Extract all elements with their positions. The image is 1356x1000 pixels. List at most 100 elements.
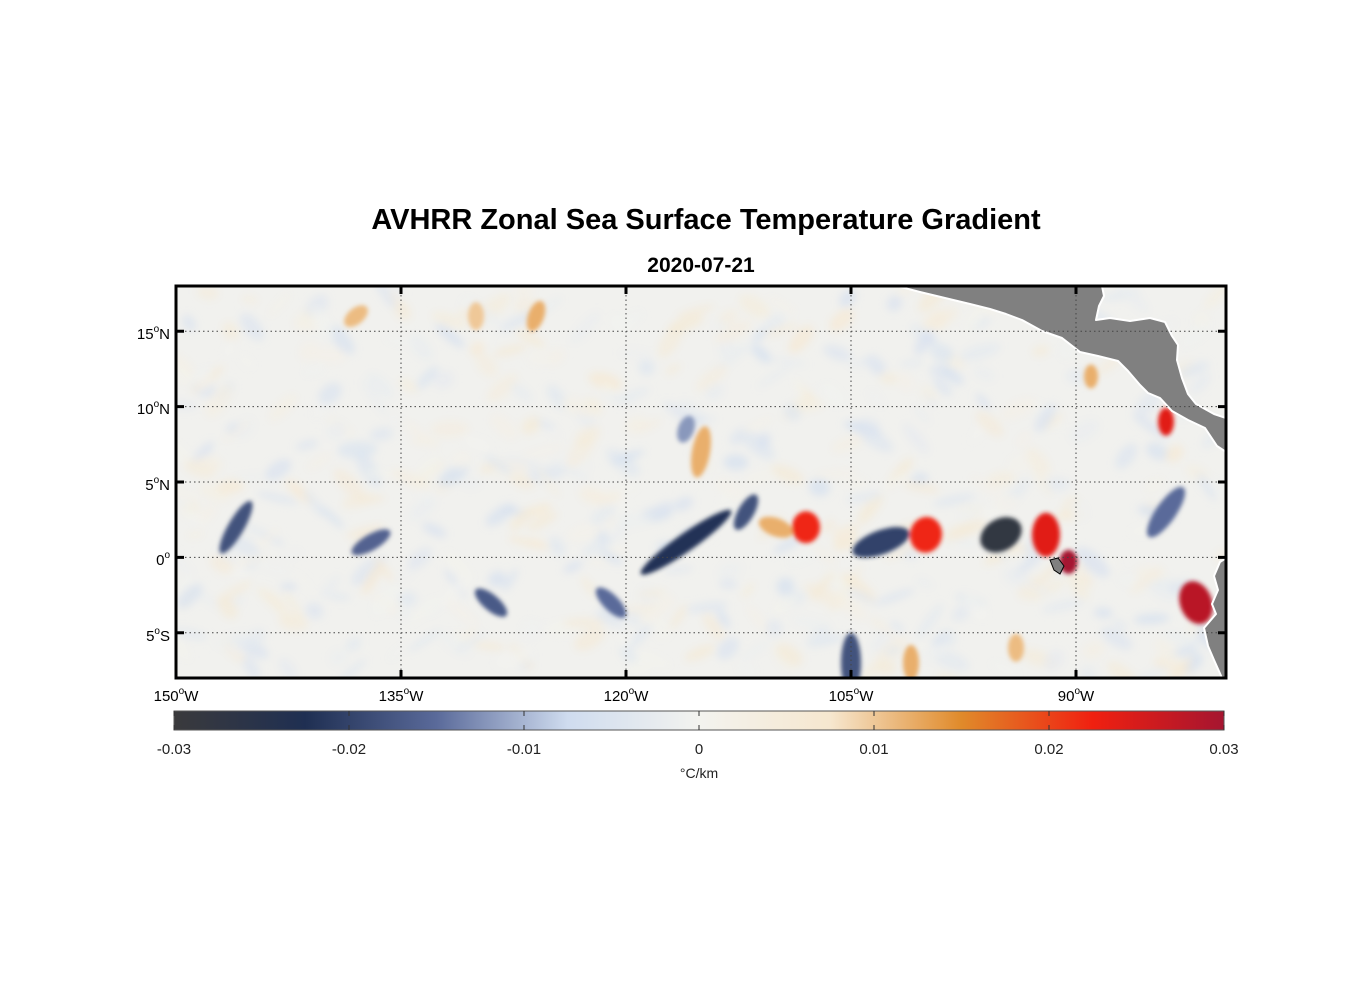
gradient-texture-blob: [526, 349, 554, 365]
gradient-texture-blob: [903, 481, 940, 494]
gradient-texture-blob: [1043, 649, 1064, 671]
gradient-texture-blob: [1193, 311, 1210, 328]
gradient-texture-blob: [665, 363, 681, 376]
gradient-texture-blob: [741, 582, 755, 599]
gradient-texture-blob: [989, 661, 1021, 677]
gradient-texture-blob: [590, 504, 616, 526]
gradient-texture-blob: [746, 605, 771, 635]
gradient-texture-blob: [941, 366, 964, 385]
gradient-texture-blob: [831, 434, 866, 453]
gradient-texture-blob: [719, 344, 757, 357]
gradient-texture-blob: [513, 286, 535, 298]
gradient-texture-blob: [228, 646, 246, 656]
gradient-texture-blob: [462, 436, 493, 452]
gradient-texture-blob: [776, 643, 803, 667]
gradient-texture-blob: [598, 549, 624, 565]
gradient-feature: [852, 527, 910, 558]
gradient-texture-blob: [639, 595, 675, 624]
gradient-texture-blob: [197, 286, 219, 300]
colorbar: -0.03 -0.02 -0.01 0 0.01 0.02 0.03 °C/km: [157, 710, 1239, 781]
gradient-texture-blob: [361, 563, 383, 595]
gradient-texture-blob: [770, 464, 805, 484]
gradient-texture-blob: [430, 420, 470, 438]
gradient-texture-blob: [914, 329, 935, 355]
gradient-texture-blob: [715, 478, 747, 501]
gradient-texture-blob: [216, 479, 245, 495]
gradient-texture-blob: [384, 335, 415, 346]
gradient-texture-blob: [490, 414, 518, 440]
gradient-texture-blob: [619, 647, 639, 664]
gradient-texture-blob: [606, 448, 640, 477]
gradient-texture-blob: [196, 455, 223, 472]
gradient-texture-blob: [684, 644, 716, 662]
lat-tick-label: 15oN: [137, 324, 170, 343]
gradient-texture-blob: [493, 344, 527, 357]
gradient-texture-blob: [257, 587, 287, 613]
gradient-texture-blob: [191, 441, 214, 466]
gradient-texture-blob: [1025, 447, 1051, 475]
gradient-texture-blob: [337, 441, 378, 459]
gradient-texture-blob: [493, 648, 535, 669]
gradient-texture-blob: [394, 302, 412, 321]
gradient-texture-blob: [723, 454, 749, 471]
gradient-texture-blob: [568, 524, 603, 542]
gradient-texture-blob: [804, 583, 844, 607]
gradient-texture-blob: [293, 571, 315, 596]
gradient-feature: [640, 509, 732, 575]
gradient-texture-blob: [407, 629, 442, 652]
gradient-features: [219, 300, 1213, 678]
gradient-texture-blob: [431, 311, 468, 329]
gradient-texture-blob: [716, 608, 731, 629]
gradient-texture-blob: [593, 612, 627, 631]
gradient-texture-blob: [1042, 599, 1085, 613]
gradient-texture-blob: [896, 371, 914, 391]
gradient-texture-blob: [637, 589, 667, 597]
gradient-texture-blob: [676, 304, 716, 318]
gradient-texture-blob: [930, 343, 954, 363]
gradient-texture-blob: [847, 587, 876, 604]
gradient-texture-blob: [756, 432, 771, 449]
gradient-texture-blob: [981, 508, 1000, 524]
gradient-texture-blob: [1005, 549, 1027, 565]
gradient-texture-blob: [446, 599, 479, 627]
gradient-texture-blob: [716, 563, 743, 578]
gradient-texture-blob: [787, 548, 820, 566]
gradient-texture-blob: [921, 306, 959, 330]
gradient-texture-blob: [365, 469, 400, 478]
gradient-texture-blob: [312, 346, 346, 364]
gradient-texture-blob: [772, 596, 796, 614]
gradient-texture-blob: [939, 629, 956, 646]
gradient-texture-blob: [764, 323, 798, 337]
gradient-texture-blob: [899, 359, 924, 368]
gradient-texture-blob: [198, 504, 217, 523]
gradient-texture-blob: [218, 597, 238, 619]
gradient-texture-blob: [295, 439, 319, 450]
gradient-texture-blob: [328, 325, 355, 355]
gradient-texture-blob: [846, 491, 882, 504]
gradient-texture-blob: [256, 491, 298, 505]
gradient-texture-blob: [933, 378, 953, 396]
gradient-texture-blob: [435, 323, 465, 348]
gradient-feature: [677, 415, 695, 443]
gradient-texture-blob: [884, 542, 920, 560]
gradient-texture-blob: [176, 583, 203, 609]
gradient-texture-blob: [461, 478, 482, 489]
lat-tick-label: 5oN: [145, 475, 170, 494]
gradient-texture-blob: [808, 541, 837, 565]
gradient-texture-blob: [902, 423, 929, 454]
gradient-texture-blob: [549, 536, 566, 557]
gradient-texture-blob: [869, 617, 896, 638]
lon-tick-label: 135oW: [379, 686, 425, 705]
gradient-texture-blob: [1026, 580, 1051, 596]
gradient-texture-blob: [685, 601, 728, 613]
gradient-texture-blob: [240, 313, 264, 341]
gradient-texture-blob: [792, 378, 806, 397]
gradient-texture-blob: [819, 519, 836, 534]
gradient-texture-blob: [975, 411, 1004, 437]
gradient-feature: [1158, 407, 1174, 436]
gradient-texture-blob: [470, 341, 485, 357]
gradient-texture-blob: [355, 451, 382, 487]
colorbar-tick-label: 0.02: [1034, 741, 1063, 758]
gradient-texture-blob: [545, 427, 563, 438]
gradient-texture-blob: [1079, 665, 1097, 678]
